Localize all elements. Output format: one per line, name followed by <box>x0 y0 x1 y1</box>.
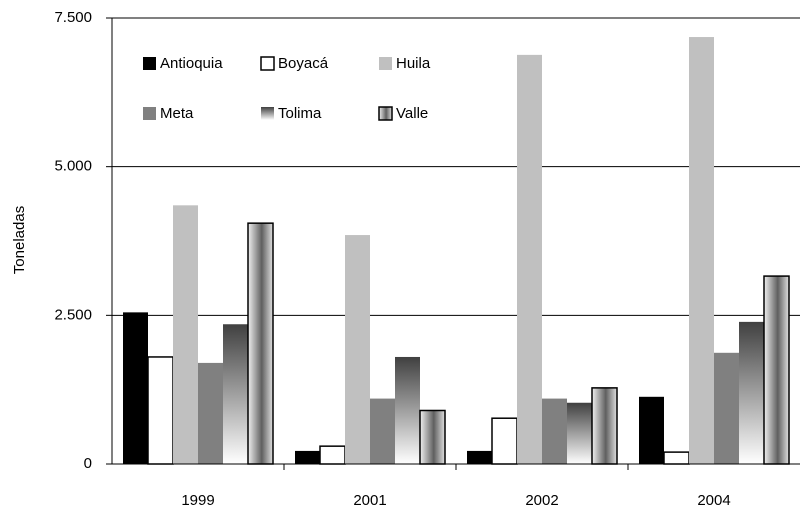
bar <box>663 451 690 465</box>
bar <box>419 409 446 465</box>
bar <box>714 352 739 464</box>
bar <box>295 450 320 464</box>
legend-label: Antioquia <box>160 55 223 72</box>
bar <box>591 387 618 465</box>
bar <box>763 275 790 465</box>
bar <box>370 398 395 464</box>
bar <box>395 356 420 464</box>
bar <box>739 321 764 464</box>
legend-swatch <box>378 106 393 121</box>
bar <box>198 362 223 464</box>
bar <box>689 37 714 465</box>
bar <box>147 356 174 465</box>
legend-swatch <box>379 57 392 70</box>
y-axis-label: Toneladas <box>11 206 28 274</box>
bar <box>467 450 492 464</box>
bar <box>517 54 542 465</box>
y-tick-label: 5.000 <box>54 158 92 175</box>
y-tick-label: 2.500 <box>54 306 92 323</box>
x-tick-label: 1999 <box>181 492 214 509</box>
y-tick-label: 0 <box>84 455 92 472</box>
bar <box>247 222 274 465</box>
bar <box>491 417 518 465</box>
bar <box>567 402 592 464</box>
bar <box>223 324 248 464</box>
legend-swatch <box>143 57 156 70</box>
legend-swatch <box>261 107 274 120</box>
legend-label: Boyacá <box>278 55 329 72</box>
legend-swatch <box>260 56 275 71</box>
x-tick-label: 2004 <box>697 492 730 509</box>
legend-swatch <box>143 107 156 120</box>
bar <box>123 312 148 464</box>
legend-label: Meta <box>160 105 194 122</box>
bar <box>542 398 567 464</box>
x-tick-label: 2001 <box>353 492 386 509</box>
bar <box>639 396 664 464</box>
bar <box>173 205 198 464</box>
legend-label: Huila <box>396 55 431 72</box>
legend-label: Valle <box>396 105 428 122</box>
x-tick-label: 2002 <box>525 492 558 509</box>
bar <box>345 235 370 464</box>
y-tick-label: 7.500 <box>54 9 92 26</box>
legend-label: Tolima <box>278 105 322 122</box>
bar <box>319 445 346 465</box>
